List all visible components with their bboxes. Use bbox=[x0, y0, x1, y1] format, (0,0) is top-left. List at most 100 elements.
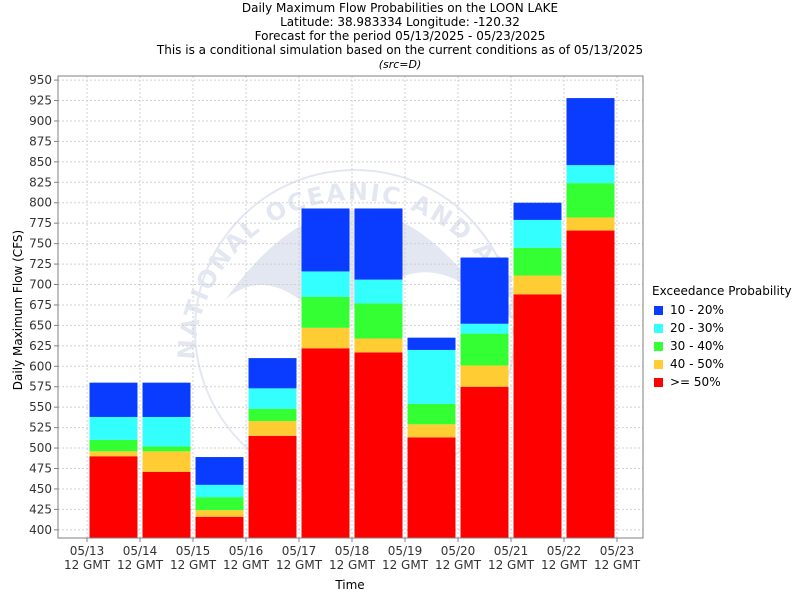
legend-label: >= 50% bbox=[670, 375, 721, 389]
y-axis-label: Daily Maximum Flow (CFS) bbox=[11, 229, 25, 391]
bar-segment-40-50 bbox=[407, 424, 456, 438]
x-tick-label-date: 05/22 bbox=[547, 544, 582, 558]
bar-segment-20-30 bbox=[89, 416, 138, 440]
x-tick-label-time: 12 GMT bbox=[382, 558, 429, 572]
bar-segment-20-30 bbox=[354, 279, 403, 304]
bar-segment-50-plus bbox=[195, 516, 244, 538]
y-tick-label: 925 bbox=[29, 94, 52, 108]
x-tick-label-date: 05/15 bbox=[176, 544, 211, 558]
bar-segment-10-20 bbox=[407, 337, 456, 350]
bar-segment-40-50 bbox=[142, 451, 191, 472]
bar-segment-10-20 bbox=[354, 208, 403, 280]
bar-segment-30-40 bbox=[142, 446, 191, 452]
legend-item-50-plus: >= 50% bbox=[652, 373, 792, 391]
bar-segment-30-40 bbox=[407, 403, 456, 425]
bar-segment-30-40 bbox=[248, 408, 297, 422]
legend-item-20-30: 20 - 30% bbox=[652, 319, 792, 337]
x-tick-label-time: 12 GMT bbox=[488, 558, 535, 572]
y-tick-label: 450 bbox=[29, 482, 52, 496]
chart-period: Forecast for the period 05/13/2025 - 05/… bbox=[254, 29, 546, 43]
legend-swatch bbox=[654, 377, 663, 387]
bar-segment-40-50 bbox=[89, 451, 138, 457]
bar-segment-50-plus bbox=[354, 352, 403, 538]
x-tick-label-date: 05/23 bbox=[600, 544, 635, 558]
bar-segment-20-30 bbox=[513, 219, 562, 248]
bar-segment-20-30 bbox=[248, 388, 297, 409]
bar-segment-20-30 bbox=[195, 484, 244, 498]
bar-segment-20-30 bbox=[566, 165, 615, 184]
bar-segment-30-40 bbox=[195, 497, 244, 511]
y-tick-label: 400 bbox=[29, 523, 52, 537]
y-tick-label: 700 bbox=[29, 278, 52, 292]
bar-segment-50-plus bbox=[460, 386, 509, 538]
x-tick-label-time: 12 GMT bbox=[223, 558, 270, 572]
y-tick-label: 775 bbox=[29, 216, 52, 230]
bar-segment-30-40 bbox=[301, 296, 350, 328]
y-tick-label: 425 bbox=[29, 502, 52, 516]
x-axis-label: Time bbox=[335, 578, 365, 592]
bar-segment-30-40 bbox=[566, 183, 615, 218]
bars-group bbox=[89, 98, 615, 538]
legend: Exceedance Probability 10 - 20% 20 - 30%… bbox=[652, 284, 792, 391]
legend-item-10-20: 10 - 20% bbox=[652, 301, 792, 319]
y-tick-label: 525 bbox=[29, 421, 52, 435]
y-tick-label: 850 bbox=[29, 155, 52, 169]
plot-frame bbox=[57, 75, 644, 539]
bar-segment-40-50 bbox=[195, 510, 244, 517]
y-tick-label: 800 bbox=[29, 196, 52, 210]
chart-location: Latitude: 38.983334 Longitude: -120.32 bbox=[280, 15, 520, 29]
y-tick-label: 575 bbox=[29, 380, 52, 394]
y-axis: 400 425 450 475 500 525 550 575 600 625 650 675 700 7… bbox=[29, 73, 58, 537]
legend-label: 20 - 30% bbox=[670, 321, 724, 335]
bar-segment-50-plus bbox=[89, 456, 138, 538]
x-tick-label-time: 12 GMT bbox=[435, 558, 482, 572]
y-tick-label: 675 bbox=[29, 298, 52, 312]
bar-segment-50-plus bbox=[301, 348, 350, 538]
y-tick-label: 625 bbox=[29, 339, 52, 353]
legend-swatch bbox=[654, 305, 663, 315]
bar-segment-50-plus bbox=[566, 230, 615, 538]
bar-segment-30-40 bbox=[354, 303, 403, 339]
x-tick-label-date: 05/16 bbox=[229, 544, 264, 558]
legend-swatch bbox=[654, 359, 663, 369]
bar-segment-40-50 bbox=[513, 275, 562, 295]
bar-segment-20-30 bbox=[407, 349, 456, 404]
y-tick-label: 950 bbox=[29, 73, 52, 87]
x-tick-label-date: 05/17 bbox=[282, 544, 317, 558]
bar-segment-10-20 bbox=[248, 358, 297, 389]
bar-segment-10-20 bbox=[513, 202, 562, 220]
x-tick-label-time: 12 GMT bbox=[276, 558, 323, 572]
chart-title: Daily Maximum Flow Probabilities on the … bbox=[241, 1, 559, 15]
bar-segment-40-50 bbox=[460, 365, 509, 387]
bar-segment-20-30 bbox=[460, 323, 509, 334]
legend-swatch bbox=[654, 341, 663, 351]
bar-segment-20-30 bbox=[142, 416, 191, 447]
legend-label: 10 - 20% bbox=[670, 303, 724, 317]
x-tick-label-time: 12 GMT bbox=[117, 558, 164, 572]
y-tick-label: 650 bbox=[29, 318, 52, 332]
x-tick-label-date: 05/21 bbox=[494, 544, 529, 558]
legend-title: Exceedance Probability bbox=[652, 284, 792, 298]
x-tick-label-date: 05/19 bbox=[388, 544, 423, 558]
x-tick-label-date: 05/18 bbox=[335, 544, 370, 558]
bar-segment-30-40 bbox=[89, 439, 138, 452]
bar-segment-40-50 bbox=[566, 217, 615, 231]
bar-segment-50-plus bbox=[142, 471, 191, 538]
bar-segment-20-30 bbox=[301, 271, 350, 297]
legend-label: 30 - 40% bbox=[670, 339, 724, 353]
bar-segment-30-40 bbox=[513, 247, 562, 276]
y-tick-label: 475 bbox=[29, 461, 52, 475]
bar-segment-40-50 bbox=[248, 421, 297, 436]
y-tick-label: 600 bbox=[29, 359, 52, 373]
legend-label: 40 - 50% bbox=[670, 357, 724, 371]
bar-segment-30-40 bbox=[460, 333, 509, 366]
y-tick-label: 500 bbox=[29, 441, 52, 455]
x-tick-label-date: 05/13 bbox=[70, 544, 105, 558]
x-tick-label-time: 12 GMT bbox=[594, 558, 641, 572]
x-tick-label-time: 12 GMT bbox=[329, 558, 376, 572]
bar-segment-10-20 bbox=[195, 457, 244, 485]
chart-source: (src=D) bbox=[378, 58, 422, 71]
x-tick-label-time: 12 GMT bbox=[64, 558, 111, 572]
bar-segment-50-plus bbox=[248, 435, 297, 538]
